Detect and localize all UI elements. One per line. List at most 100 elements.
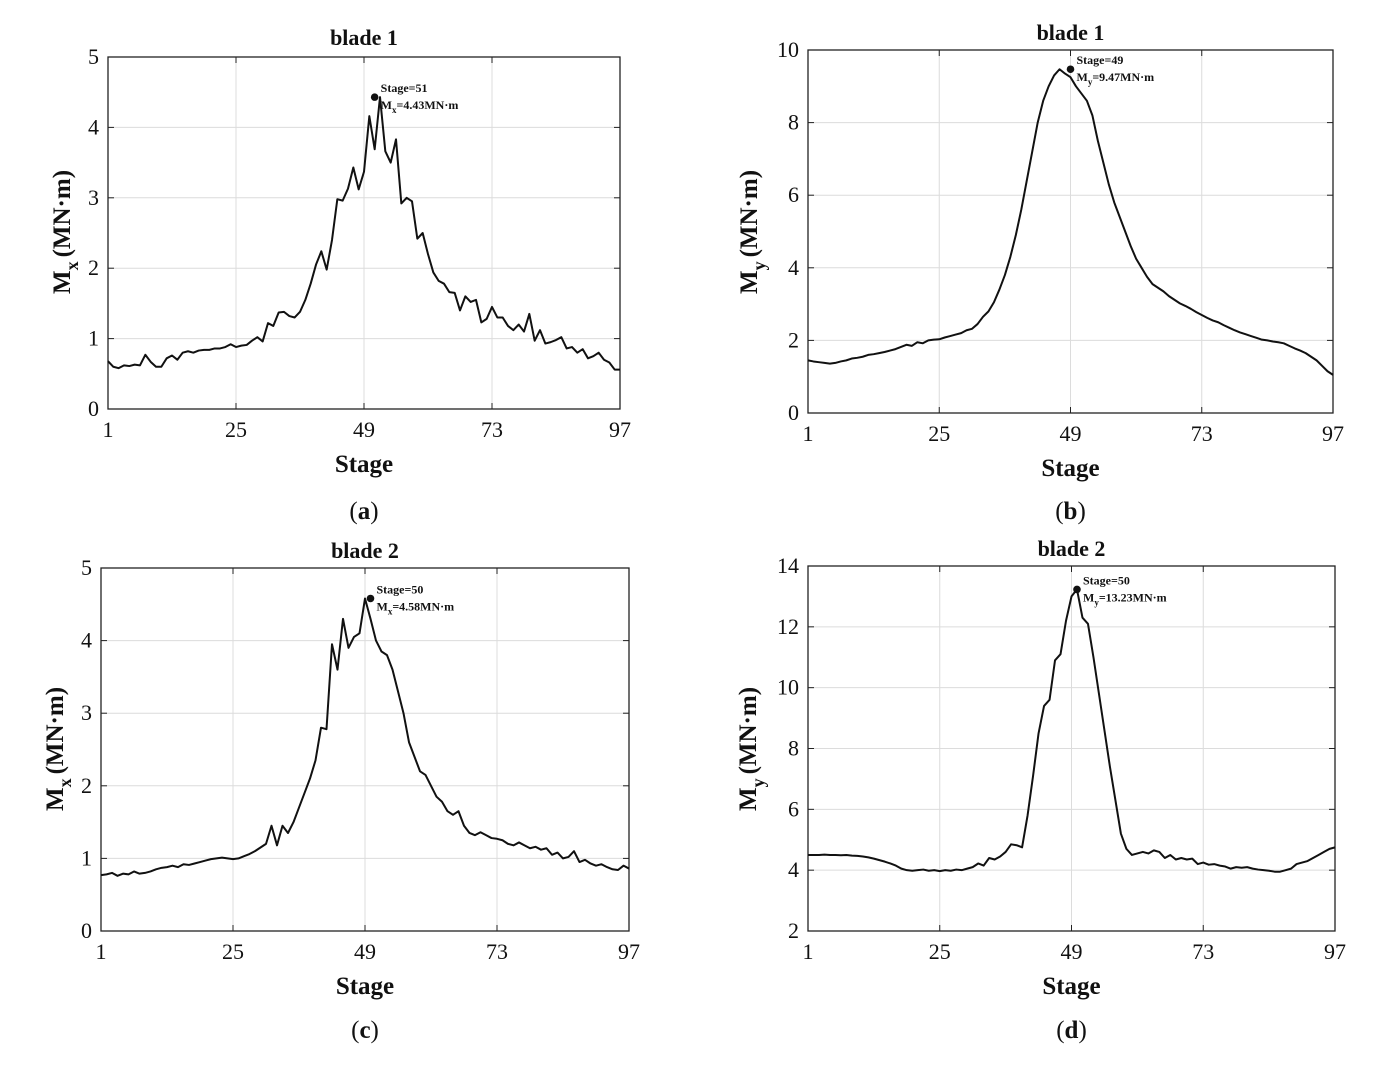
peak-value-number: =4.58MN·m — [392, 599, 454, 613]
peak-value-number: =13.23MN·m — [1099, 590, 1167, 604]
peak-value-label: My=13.23MN·m — [1083, 590, 1167, 607]
y-axis-symbol: M — [736, 270, 763, 294]
peak-value-subscript: y — [1088, 77, 1093, 87]
x-tick-label: 73 — [481, 417, 503, 442]
y-tick-label: 2 — [88, 255, 99, 280]
x-tick-label: 25 — [928, 421, 950, 446]
series-line-a — [107, 96, 620, 371]
y-axis-label: My (MN·m) — [736, 170, 769, 294]
panel-caption: (d) — [1056, 1017, 1087, 1044]
x-tick-label: 97 — [609, 417, 631, 442]
y-tick-label: 6 — [788, 182, 799, 207]
y-tick-label: 0 — [788, 400, 799, 425]
series-line-b — [807, 68, 1334, 376]
peak-value-number: =4.43MN·m — [396, 98, 458, 112]
y-axis-label: Mx (MN·m) — [49, 170, 82, 294]
peak-value-symbol: M — [381, 98, 392, 112]
y-axis-label: My (MN·m) — [735, 687, 768, 811]
x-tick-label: 25 — [225, 417, 247, 442]
y-axis-unit: (MN·m) — [49, 170, 76, 257]
chart-panel-c: 1 25 49 73 97012345Stage=50Mx=4.58MN·mblade … — [42, 538, 640, 1044]
peak-value-subscript: x — [392, 105, 397, 115]
peak-value-number: =9.47MN·m — [1092, 70, 1154, 84]
panel-caption: (a) — [349, 498, 378, 525]
peak-stage-label: Stage=50 — [377, 582, 424, 596]
chart-panel-d: 1 25 49 73 972468101214Stage=50My=13.23MN·mb… — [735, 536, 1346, 1044]
y-axis-subscript: x — [55, 778, 75, 787]
series-line-c — [100, 597, 630, 877]
y-tick-label: 10 — [777, 37, 799, 62]
peak-value-subscript: y — [1094, 597, 1099, 607]
y-tick-label: 6 — [788, 796, 799, 821]
chart-title: blade 1 — [1037, 20, 1105, 45]
caption-close-paren: ) — [1077, 498, 1085, 525]
x-tick-label: 49 — [1060, 421, 1082, 446]
x-tick-label: 1 — [103, 417, 114, 442]
x-axis-label: Stage — [335, 451, 393, 478]
y-tick-label: 10 — [777, 675, 799, 700]
x-tick-label: 25 — [222, 939, 244, 964]
peak-stage-label: Stage=49 — [1077, 53, 1124, 67]
peak-value-symbol: M — [1083, 590, 1094, 604]
peak-value-symbol: M — [377, 599, 388, 613]
y-tick-label: 3 — [81, 700, 92, 725]
x-tick-label: 73 — [486, 939, 508, 964]
panel-caption: (b) — [1055, 498, 1086, 525]
caption-letter: a — [358, 498, 371, 525]
y-tick-label: 8 — [788, 110, 799, 135]
x-axis-label: Stage — [1041, 455, 1099, 482]
x-tick-label: 73 — [1191, 421, 1213, 446]
y-axis-label: Mx (MN·m) — [42, 687, 75, 811]
y-tick-label: 1 — [81, 845, 92, 870]
peak-value-label: Mx=4.43MN·m — [381, 98, 459, 115]
caption-letter: d — [1065, 1017, 1079, 1044]
peak-value-symbol: M — [1077, 70, 1088, 84]
y-tick-label: 12 — [777, 614, 799, 639]
y-tick-label: 8 — [788, 736, 799, 761]
peak-marker — [366, 594, 375, 603]
y-axis-unit: (MN·m) — [736, 170, 763, 257]
y-tick-label: 2 — [788, 918, 799, 943]
x-axis-label: Stage — [336, 973, 394, 1000]
y-tick-label: 2 — [788, 327, 799, 352]
peak-value-label: Mx=4.58MN·m — [377, 599, 455, 616]
x-tick-label: 49 — [353, 417, 375, 442]
caption-letter: c — [359, 1017, 370, 1044]
y-tick-label: 4 — [81, 628, 92, 653]
caption-letter: b — [1064, 498, 1078, 525]
y-axis-subscript: y — [748, 778, 768, 787]
y-tick-label: 4 — [88, 114, 99, 139]
chart-title: blade 1 — [330, 25, 398, 50]
x-tick-label: 97 — [1322, 421, 1344, 446]
peak-value-subscript: x — [388, 606, 393, 616]
x-tick-label: 49 — [354, 939, 376, 964]
y-axis-subscript: y — [749, 261, 769, 270]
caption-open-paren: ( — [351, 1017, 359, 1044]
y-tick-label: 4 — [788, 857, 799, 882]
panel-caption: (c) — [351, 1017, 379, 1044]
peak-marker — [370, 93, 379, 101]
x-tick-label: 97 — [618, 939, 640, 964]
y-tick-label: 0 — [81, 918, 92, 943]
chart-title: blade 2 — [331, 538, 399, 563]
x-tick-label: 1 — [96, 939, 107, 964]
x-tick-label: 1 — [803, 421, 814, 446]
peak-marker — [1073, 585, 1081, 594]
x-tick-label: 73 — [1192, 939, 1214, 964]
y-tick-label: 4 — [788, 255, 799, 280]
caption-open-paren: ( — [1056, 1017, 1064, 1044]
y-axis-symbol: M — [735, 787, 762, 811]
peak-stage-label: Stage=51 — [381, 81, 428, 95]
x-axis-label: Stage — [1042, 973, 1100, 1000]
y-axis-unit: (MN·m) — [735, 687, 762, 774]
caption-open-paren: ( — [349, 498, 357, 525]
x-tick-label: 49 — [1061, 939, 1083, 964]
caption-close-paren: ) — [371, 1017, 379, 1044]
y-tick-label: 14 — [777, 553, 799, 578]
caption-open-paren: ( — [1055, 498, 1063, 525]
caption-close-paren: ) — [370, 498, 378, 525]
y-tick-label: 1 — [88, 326, 99, 351]
chart-panel-a: 1 25 49 73 97012345Stage=51Mx=4.43MN·mblade … — [49, 25, 631, 525]
